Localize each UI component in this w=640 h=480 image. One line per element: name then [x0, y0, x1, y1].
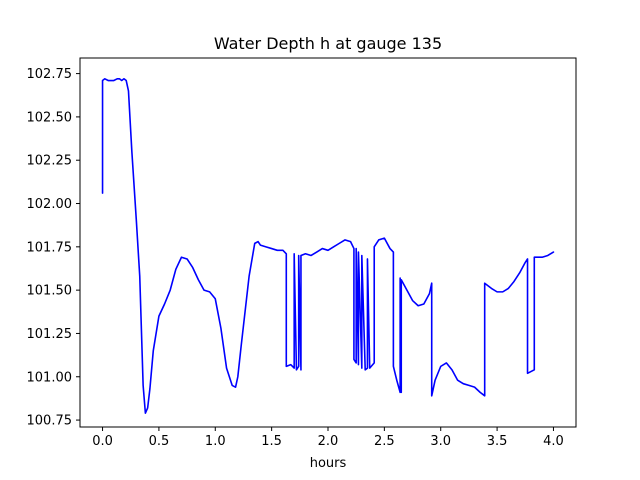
series-line-0: [101, 77, 555, 414]
y-tick-label: 100.75: [27, 414, 73, 429]
x-tick-label: 1.5: [261, 434, 282, 449]
plot-area-border: [79, 57, 577, 428]
y-tick-label: 102.25: [27, 154, 73, 169]
y-tick-label: 101.75: [27, 240, 73, 255]
x-tick-label: 2.5: [374, 434, 395, 449]
x-tick-label: 2.0: [318, 434, 339, 449]
y-tick-label: 101.25: [27, 327, 73, 342]
y-tick-label: 101.50: [27, 284, 73, 299]
x-tick-label: 4.0: [543, 434, 564, 449]
x-tick-label: 3.0: [430, 434, 451, 449]
plot-frame: [79, 57, 577, 428]
x-tick-label: 0.5: [149, 434, 170, 449]
x-axis: 0.0 0.5 1.0 1.5 2.0 2.5 3.0 3.5 4.0: [92, 427, 564, 449]
y-axis: 100.75 101.00 101.25 101.50 101.75 102.00 102.…: [27, 67, 80, 429]
x-tick-label: 3.5: [487, 434, 508, 449]
data-layer: [101, 77, 555, 414]
y-tick-label: 101.00: [27, 370, 73, 385]
y-tick-label: 102.75: [27, 67, 73, 82]
y-tick-label: 102.50: [27, 110, 73, 125]
x-tick-label: 1.0: [205, 434, 226, 449]
y-tick-label: 102.00: [27, 197, 73, 212]
x-axis-label: hours: [310, 456, 347, 471]
chart-title: Water Depth h at gauge 135: [214, 34, 442, 53]
x-tick-label: 0.0: [92, 434, 113, 449]
